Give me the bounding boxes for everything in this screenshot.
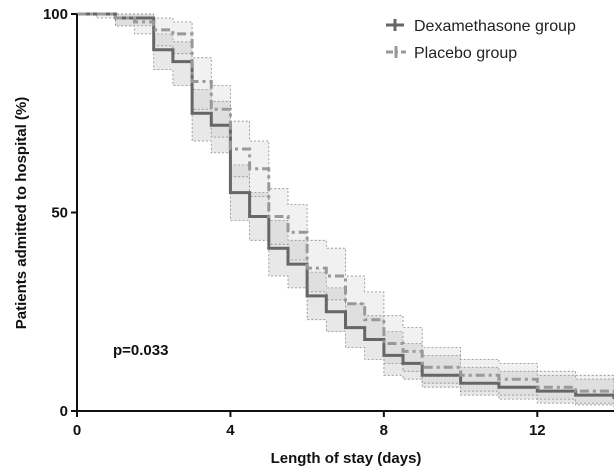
legend-label-placebo: Placebo group bbox=[414, 45, 517, 62]
y-axis-title: Patients admitted to hospital (%) bbox=[13, 97, 30, 330]
series-lines bbox=[77, 12, 614, 400]
legend-label-dexamethasone: Dexamethasone group bbox=[414, 18, 576, 35]
y-tick-label: 100 bbox=[43, 6, 68, 23]
x-tick-label: 12 bbox=[529, 422, 546, 439]
p-value-annotation: p=0.033 bbox=[113, 342, 168, 359]
axis-ticks: 0 4 8 12 0 50 100 bbox=[43, 6, 546, 439]
legend-item-placebo: Placebo group bbox=[386, 45, 517, 62]
y-tick-label: 0 bbox=[60, 403, 68, 420]
x-tick-label: 4 bbox=[226, 422, 235, 439]
legend-item-dexamethasone: Dexamethasone group bbox=[386, 18, 576, 35]
x-tick-label: 0 bbox=[73, 422, 81, 439]
ci-upper-placebo bbox=[77, 13, 614, 384]
legend: Dexamethasone group Placebo group bbox=[386, 18, 576, 62]
y-tick-label: 50 bbox=[51, 205, 68, 222]
series-line-placebo bbox=[77, 12, 614, 396]
x-axis-title: Length of stay (days) bbox=[271, 450, 422, 467]
x-tick-label: 8 bbox=[380, 422, 388, 439]
